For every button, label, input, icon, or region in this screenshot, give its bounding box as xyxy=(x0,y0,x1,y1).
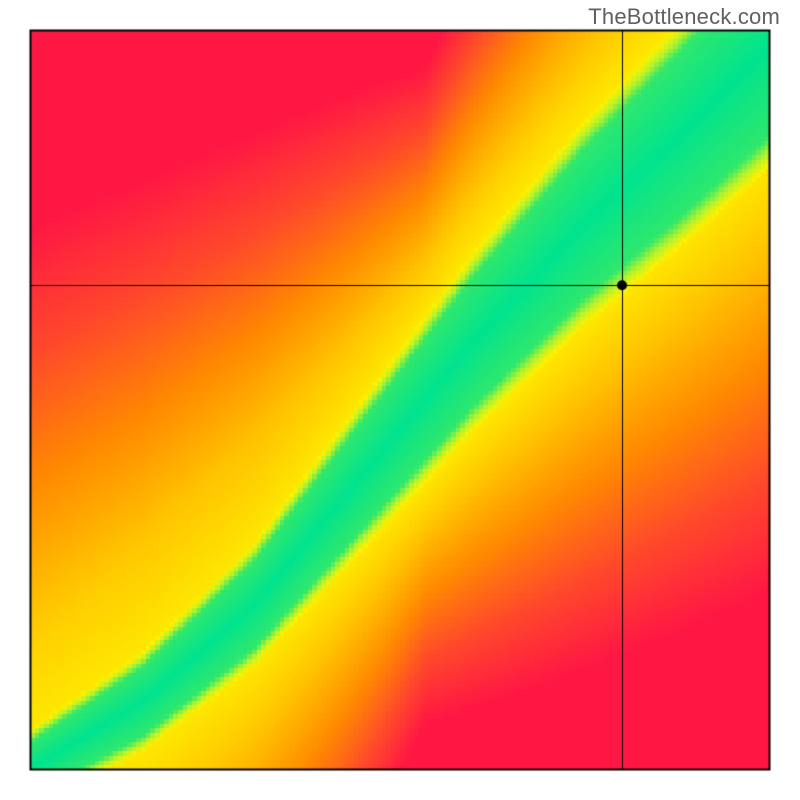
watermark-text: TheBottleneck.com xyxy=(588,4,780,30)
bottleneck-heatmap-canvas xyxy=(0,0,800,800)
chart-container: TheBottleneck.com xyxy=(0,0,800,800)
